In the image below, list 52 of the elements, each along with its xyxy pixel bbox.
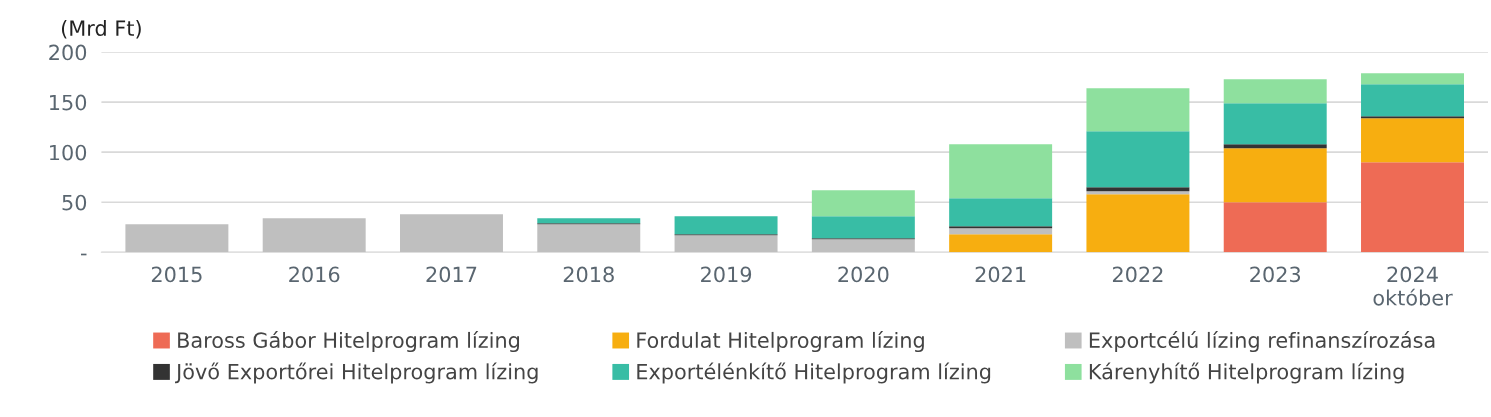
legend-label: Jövő Exportőrei Hitelprogram lízing <box>175 362 538 384</box>
bar <box>949 228 1053 235</box>
y-tick-label: 100 <box>50 144 87 161</box>
legend-label: Baross Gábor Hitelprogram lízing <box>178 331 519 353</box>
bar <box>1361 118 1464 163</box>
bar <box>949 198 1053 227</box>
bar <box>1361 73 1464 85</box>
bar <box>537 218 641 224</box>
legend-label: Exportélénkítő Hitelprogram lízing <box>637 362 991 384</box>
legend-label: Exportcélú lízing refinanszírozása <box>1089 331 1435 353</box>
bar <box>1361 84 1464 117</box>
x-tick-label: 2017 <box>426 266 477 283</box>
bar <box>1086 88 1190 132</box>
x-tick-label: 2021 <box>975 266 1026 283</box>
y-tick-label: 50 <box>62 194 87 211</box>
legend-label: Fordulat Hitelprogram lízing <box>637 331 924 353</box>
bar <box>674 216 778 235</box>
x-tick-label: 2016 <box>289 266 340 283</box>
bar <box>1361 116 1464 119</box>
bar <box>811 190 915 217</box>
bar <box>399 214 503 253</box>
x-tick-label: 2015 <box>151 266 202 283</box>
x-tick-label: 2019 <box>701 266 752 283</box>
y-axis-title: (Mrd Ft) <box>61 19 141 39</box>
bar <box>811 239 915 253</box>
bar <box>811 216 915 239</box>
bar <box>125 224 229 253</box>
bar <box>949 226 1053 229</box>
bar <box>1223 79 1327 104</box>
bar <box>1223 148 1327 203</box>
bar <box>1086 194 1190 253</box>
x-tick-label: 2024 október <box>1373 266 1453 306</box>
x-tick-label: 2020 <box>838 266 889 283</box>
x-tick-label: 2018 <box>563 266 614 283</box>
bar <box>1086 187 1190 192</box>
bar <box>1223 103 1327 145</box>
bar <box>537 224 641 253</box>
bar <box>1223 202 1327 253</box>
bar <box>949 234 1053 253</box>
y-tick-label: 150 <box>50 94 87 111</box>
y-tick-label: - <box>81 253 87 256</box>
bar <box>1361 162 1464 253</box>
bar <box>949 144 1053 199</box>
x-tick-label: 2023 <box>1250 266 1301 283</box>
bar <box>1223 144 1327 149</box>
bar <box>674 235 778 253</box>
bar <box>262 218 366 253</box>
x-tick-label: 2022 <box>1112 266 1163 283</box>
bar <box>1086 191 1190 195</box>
legend-label: Kárenyhítő Hitelprogram lízing <box>1089 362 1404 384</box>
bar <box>1086 131 1190 188</box>
y-tick-label: 200 <box>49 44 87 61</box>
